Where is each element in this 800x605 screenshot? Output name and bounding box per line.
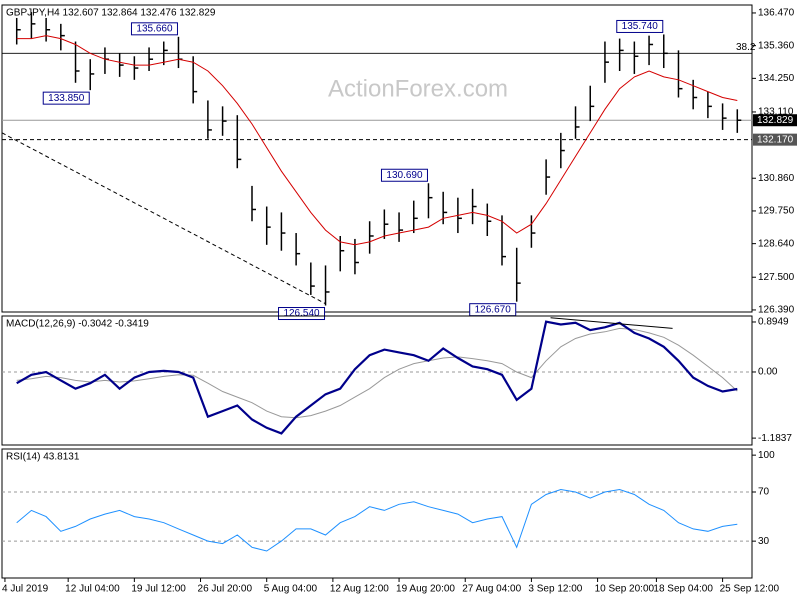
x-tick-label: 3 Sep 12:00 xyxy=(528,584,582,595)
y-tick-label: 135.360 xyxy=(758,40,795,51)
annotation-label: 130.690 xyxy=(386,170,423,181)
y-tick-label: 130.860 xyxy=(758,173,795,184)
panel-title: MACD(12,26,9) -0.3042 -0.3419 xyxy=(6,319,149,330)
y-tick-label: 136.470 xyxy=(758,8,795,19)
moving-average xyxy=(16,35,738,246)
y-tick-label: 129.750 xyxy=(758,206,795,217)
x-tick-label: 25 Sep 12:00 xyxy=(720,584,780,595)
watermark: ActionForex.com xyxy=(328,75,508,102)
y-tick-label: 70 xyxy=(758,487,770,498)
y-tick-label: 127.500 xyxy=(758,272,795,283)
x-tick-label: 19 Aug 20:00 xyxy=(396,584,455,595)
x-tick-label: 26 Jul 20:00 xyxy=(198,584,253,595)
x-tick-label: 19 Jul 12:00 xyxy=(131,584,186,595)
annotation-label: 135.740 xyxy=(622,21,659,32)
support-box xyxy=(753,133,797,146)
annotation-label: 133.850 xyxy=(48,93,85,104)
trendline xyxy=(1,132,326,305)
support-label: 132.170 xyxy=(757,134,794,145)
fib-label: 38.2 xyxy=(736,42,756,53)
x-tick-label: 12 Aug 12:00 xyxy=(330,584,389,595)
annotation-box xyxy=(130,22,178,36)
y-tick-label: 100 xyxy=(758,450,775,461)
y-tick-label: 0.8949 xyxy=(758,317,789,328)
x-tick-label: 12 Jul 04:00 xyxy=(65,584,120,595)
y-tick-label: 133.110 xyxy=(758,107,794,118)
rsi-line xyxy=(16,488,738,552)
annotation-box xyxy=(42,91,90,105)
panel-frame xyxy=(1,448,753,579)
y-tick-label: -1.1837 xyxy=(758,433,792,444)
x-tick-label: 27 Aug 04:00 xyxy=(462,584,521,595)
panel-frame xyxy=(1,315,753,446)
macd-line xyxy=(16,327,738,419)
x-tick-label: 18 Sep 04:00 xyxy=(653,584,713,595)
x-tick-label: 5 Aug 04:00 xyxy=(264,584,318,595)
y-tick-label: 30 xyxy=(758,536,770,547)
y-tick-label: 134.250 xyxy=(758,73,795,84)
annotation-box xyxy=(380,168,428,182)
annotation-label: 126.670 xyxy=(475,304,512,315)
y-tick-label: 128.640 xyxy=(758,238,795,249)
annotation-label: 135.660 xyxy=(136,23,173,34)
y-tick-label: 0.00 xyxy=(758,367,778,378)
last-price-box xyxy=(753,114,797,127)
y-tick-label: 126.390 xyxy=(758,305,795,316)
x-tick-label: 4 Jul 2019 xyxy=(2,584,49,595)
x-tick-label: 10 Sep 20:00 xyxy=(595,584,655,595)
panel-frame xyxy=(1,4,753,313)
panel-title: RSI(14) 43.8131 xyxy=(6,452,80,463)
trendline xyxy=(550,317,673,329)
annotation-box xyxy=(616,19,664,33)
last-price-label: 132.829 xyxy=(757,115,794,126)
panel-title: GBPJPY,H4 132.607 132.864 132.476 132.82… xyxy=(6,8,216,19)
annotation-label: 126.540 xyxy=(283,308,320,319)
annotation-box xyxy=(278,307,326,321)
